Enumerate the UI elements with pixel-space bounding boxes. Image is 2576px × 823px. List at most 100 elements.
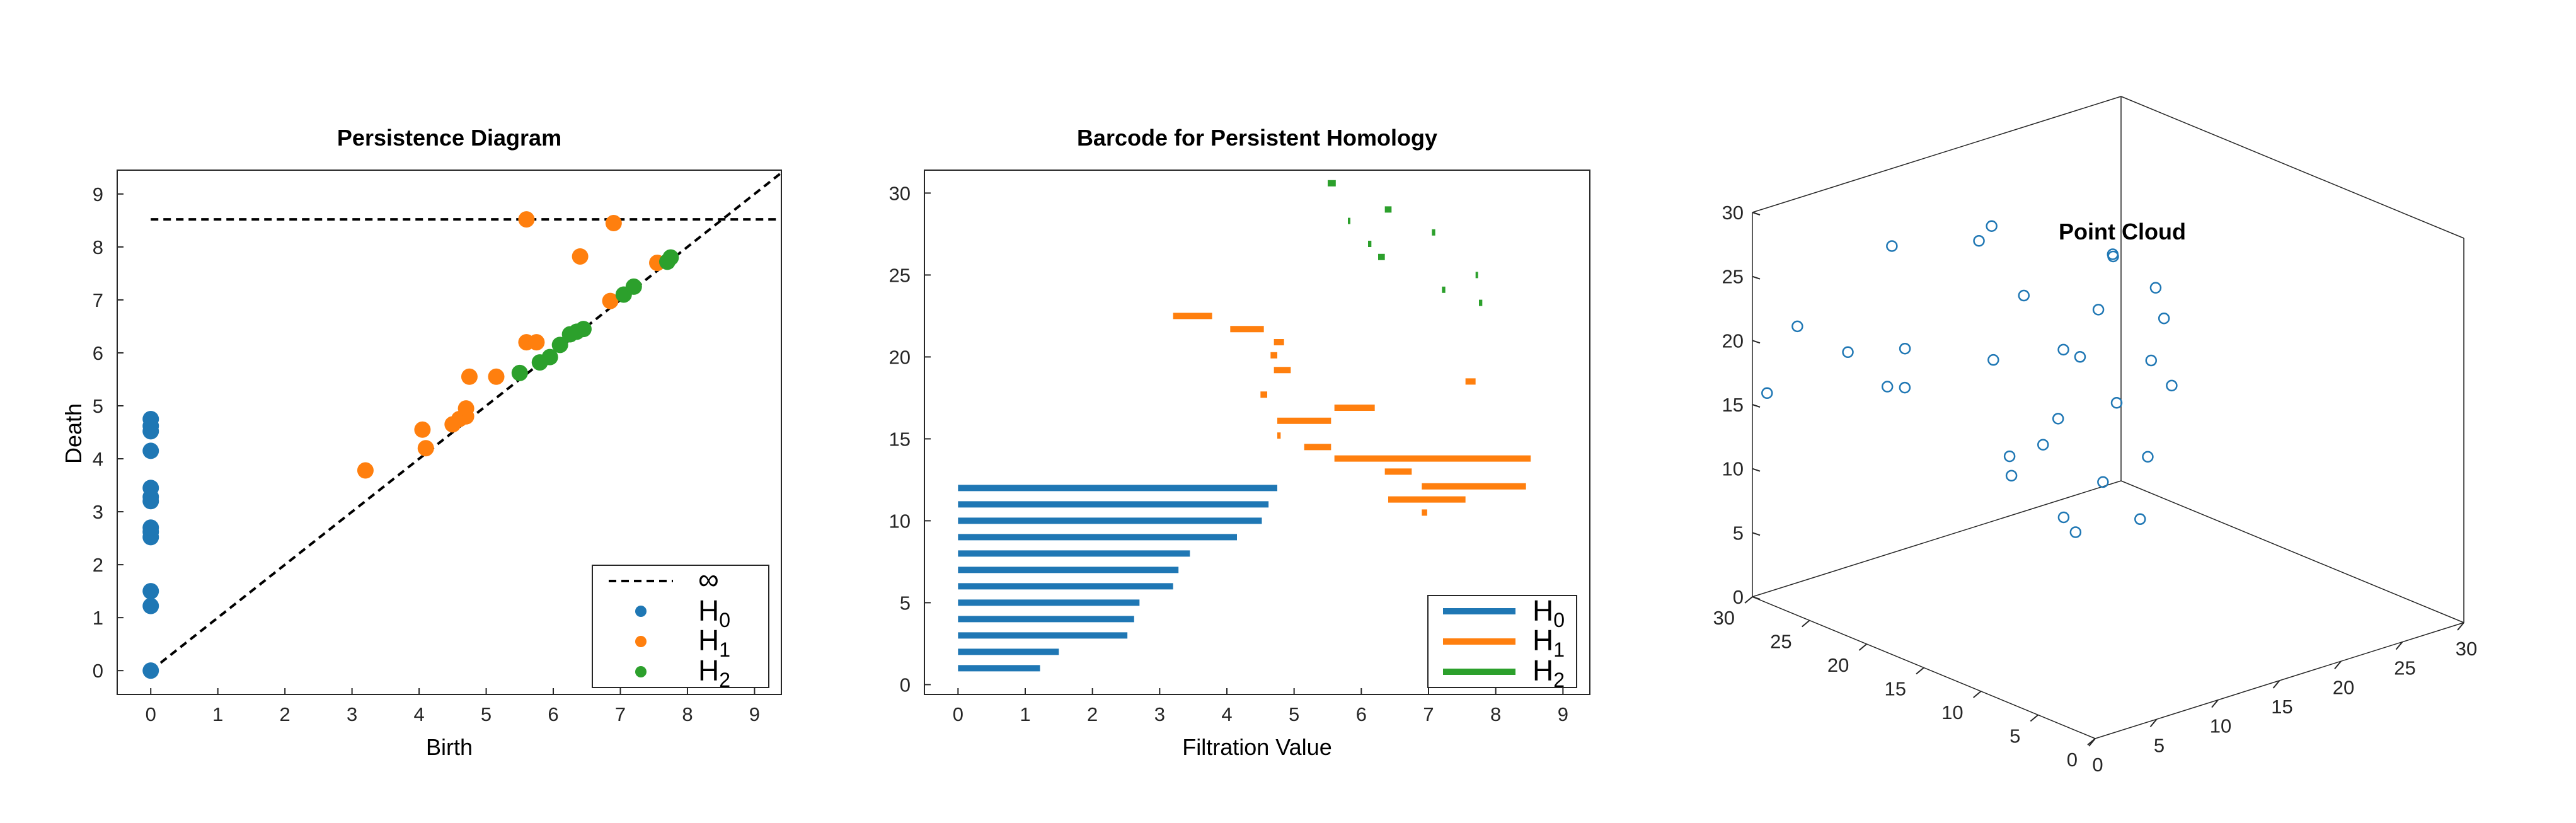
pc-point (2097, 476, 2109, 488)
bc-legend-h2-label: H2 (1532, 654, 1565, 691)
pc-ytick (1973, 691, 1982, 698)
pc-point (1886, 240, 1898, 252)
barcode-panel: Barcode for Persistent Homology Filtrati… (889, 125, 1590, 760)
pd-point-h0 (142, 583, 159, 600)
pd-legend-h1-marker (635, 636, 647, 647)
bc-ytick-label: 0 (900, 674, 911, 696)
pc-ytick (1916, 667, 1924, 675)
pd-ytick-label: 2 (93, 554, 103, 576)
pc-point (2134, 513, 2146, 526)
pc-xtick (2211, 699, 2219, 708)
pc-point (1986, 220, 1998, 233)
pd-points (142, 211, 679, 679)
pd-xlabel: Birth (426, 734, 473, 760)
bc-xtick-label: 8 (1490, 703, 1501, 725)
pc-point (1899, 342, 1911, 355)
pc-point (2003, 450, 2016, 463)
pd-xtick-label: 2 (280, 703, 290, 725)
pc-point (2149, 282, 2162, 294)
pc-ztick (1752, 275, 1761, 280)
pc-xtick (2395, 642, 2403, 650)
pc-xtick (2272, 680, 2280, 689)
pd-point-h1 (602, 292, 619, 309)
pc-xtick-label: 30 (2456, 638, 2477, 660)
pd-point-h1 (572, 248, 589, 265)
pd-legend-h1-label: H1 (698, 624, 730, 661)
pc-ztick-label: 30 (1722, 202, 1744, 224)
pc-xtick-label: 25 (2394, 657, 2415, 679)
pc-title: Point Cloud (2059, 219, 2186, 245)
pc-xtick-label: 15 (2271, 696, 2292, 718)
pc-floor-edge (2120, 480, 2464, 623)
pc-ytick (1858, 643, 1867, 651)
pc-points (1761, 220, 2178, 538)
pd-point-h2 (625, 278, 642, 295)
bc-legend-h0-label: H0 (1532, 594, 1565, 631)
pd-ytick-label: 7 (93, 289, 103, 311)
bc-ytick-label: 20 (889, 346, 911, 368)
pc-xtick-label: 20 (2333, 676, 2354, 698)
pc-point (2107, 248, 2119, 260)
pd-ytick-label: 5 (93, 395, 103, 417)
pd-legend-h0-label: H0 (698, 594, 730, 631)
pc-xtick (2149, 718, 2158, 727)
pd-ytick-label: 3 (93, 501, 103, 523)
bc-xtick-label: 4 (1221, 703, 1232, 725)
pd-point-h1 (461, 368, 478, 385)
pd-point-h0 (142, 597, 159, 614)
pd-legend-inf-label: ∞ (698, 563, 719, 596)
pd-ytick-label: 8 (93, 236, 103, 258)
pc-ytick-label: 15 (1885, 678, 1906, 700)
bc-axes-box (924, 170, 1590, 695)
pc-ytick-label: 5 (2010, 725, 2020, 747)
bc-xtick-label: 3 (1154, 703, 1165, 725)
pc-point (1842, 346, 1854, 359)
pd-ticks: 0 1 2 3 4 5 6 7 8 9 0 1 2 3 4 5 6 7 8 9 (93, 183, 760, 725)
pc-ztick (1752, 532, 1761, 536)
pc-top-edge (2120, 96, 2464, 239)
pc-ytick (2087, 738, 2096, 745)
pd-ytick-label: 6 (93, 342, 103, 364)
bc-xtick-label: 7 (1423, 703, 1434, 725)
pc-point (1791, 320, 1803, 333)
pd-point-h1 (414, 421, 431, 438)
pd-legend-h0-marker (635, 606, 647, 617)
pd-point-h0 (142, 480, 159, 497)
pd-point-h2 (551, 337, 568, 354)
pd-title: Persistence Diagram (337, 125, 561, 151)
pc-ztick-label: 5 (1733, 522, 1744, 544)
pc-point (2037, 439, 2049, 451)
pc-ztick (1752, 596, 1761, 600)
pc-ytick (2030, 714, 2038, 722)
pc-xtick-label: 10 (2210, 715, 2231, 737)
pd-point-h1 (357, 462, 374, 479)
pc-point (2145, 354, 2158, 367)
pd-point-h2 (662, 249, 679, 266)
pc-point (2142, 451, 2154, 463)
pc-ztick-label: 25 (1722, 266, 1744, 288)
pd-point-h0 (142, 442, 159, 459)
bc-xlabel: Filtration Value (1182, 734, 1331, 760)
pc-ytick-label: 0 (2067, 749, 2078, 771)
pd-legend-h2-label: H2 (698, 654, 730, 691)
pc-ztick (1752, 404, 1761, 408)
bc-ytick-label: 30 (889, 182, 911, 204)
pd-xtick-label: 8 (682, 703, 693, 725)
pd-legend-box (592, 565, 769, 688)
pc-floor-edge (1752, 480, 2122, 597)
pc-point (2057, 343, 2069, 356)
pd-xtick-label: 1 (212, 703, 223, 725)
pd-point-h1 (528, 334, 545, 351)
bc-bars (958, 180, 1531, 672)
pc-xtick-label: 5 (2154, 734, 2165, 756)
pc-point (2158, 312, 2170, 325)
bc-ticks: 0 1 2 3 4 5 6 7 8 9 0 5 10 15 20 25 30 (889, 182, 1568, 725)
bc-ytick-label: 25 (889, 264, 911, 286)
pc-ytick-label: 20 (1827, 654, 1849, 676)
pc-point (2052, 413, 2064, 425)
pc-point (1881, 381, 1894, 393)
pc-ytick-label: 10 (1941, 701, 1963, 723)
bc-ytick-label: 5 (900, 592, 911, 614)
